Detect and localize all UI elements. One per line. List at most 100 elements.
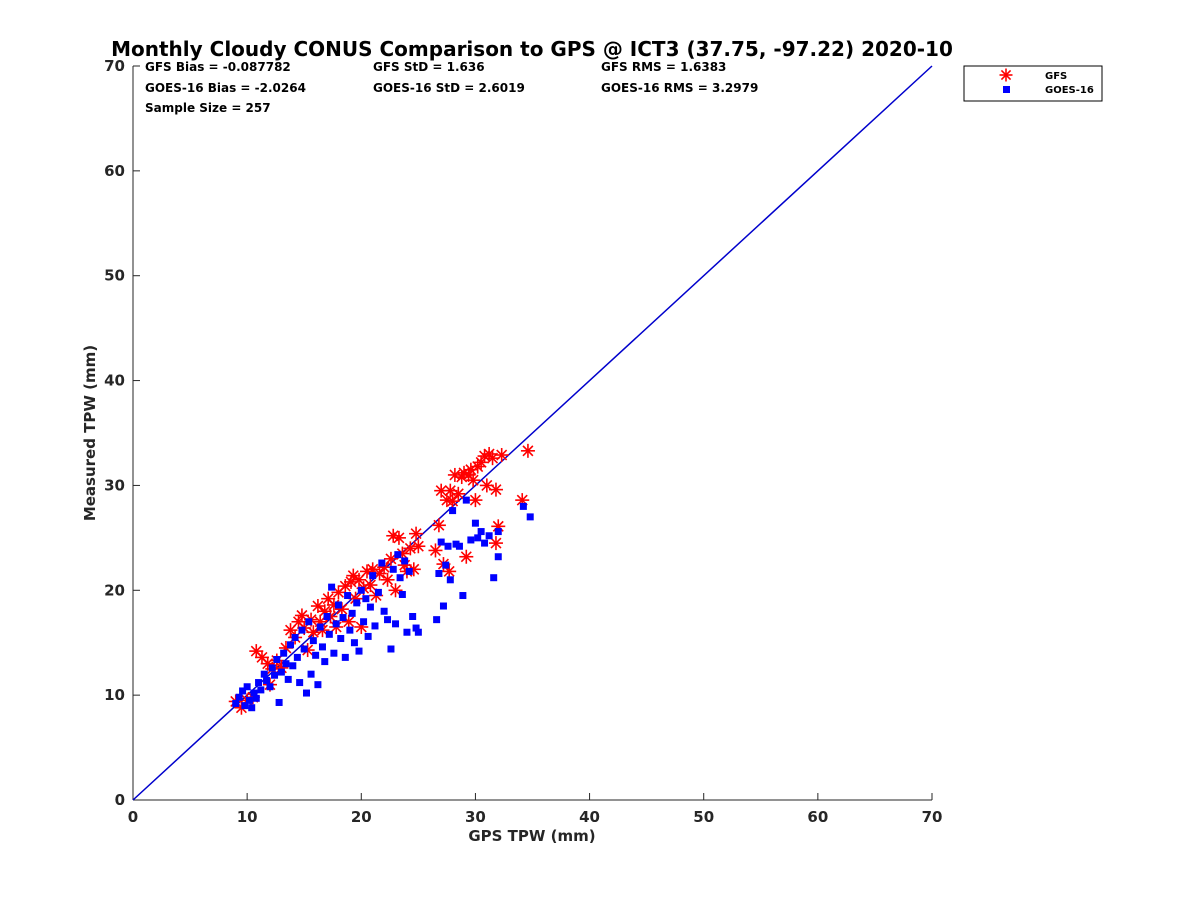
gfs-point xyxy=(459,549,474,564)
legend-gfs-marker xyxy=(999,68,1013,82)
goes-16-point xyxy=(260,670,268,678)
goes-16-point xyxy=(353,599,361,607)
gfs-point xyxy=(466,473,481,488)
goes-16-point xyxy=(405,567,413,575)
axis-ticks: 0 10 20 30 40 50 60 70 0 10 20 30 40 50 60 70 xyxy=(104,57,942,826)
goes-16-point xyxy=(378,559,386,567)
goes-16-point xyxy=(235,693,243,701)
goes-16-point xyxy=(282,660,290,668)
goes-16-point xyxy=(248,704,256,712)
goes-16-point xyxy=(257,686,265,694)
goes-16-point xyxy=(296,679,304,687)
goes-16-point xyxy=(273,655,281,663)
goes-16-point xyxy=(284,675,292,683)
gfs-point xyxy=(409,526,424,541)
goes-16-point xyxy=(526,513,534,521)
goes-16-point xyxy=(412,624,420,632)
goes-16-point xyxy=(389,565,397,573)
stat-sample-size: Sample Size = 257 xyxy=(145,101,271,115)
x-tick-label: 40 xyxy=(579,808,600,826)
goes-16-point xyxy=(332,620,340,628)
goes-16-point xyxy=(364,632,372,640)
goes-16-point xyxy=(307,670,315,678)
goes-16-point xyxy=(346,626,354,634)
gfs-point xyxy=(386,528,401,543)
goes-16-point xyxy=(289,662,297,670)
goes-16-point xyxy=(371,622,379,630)
goes-16-point xyxy=(252,694,260,702)
goes-16-point xyxy=(328,583,336,591)
stat-goes-bias: GOES-16 Bias = -2.0264 xyxy=(145,81,306,95)
goes-16-point xyxy=(263,676,271,684)
chart-title: Monthly Cloudy CONUS Comparison to GPS @… xyxy=(111,37,953,61)
stat-gfs-std: GFS StD = 1.636 xyxy=(373,60,485,74)
goes-16-point xyxy=(369,572,377,580)
legend-gfs-asterisk xyxy=(999,68,1013,82)
goes-16-point xyxy=(485,532,493,540)
goes-16-point xyxy=(481,539,489,547)
gfs-point xyxy=(488,482,503,497)
goes-16-point xyxy=(314,681,322,689)
goes-16-point xyxy=(396,574,404,582)
y-tick-label: 60 xyxy=(104,162,125,180)
goes-16-point xyxy=(350,639,358,647)
goes-16-point xyxy=(446,576,454,584)
goes-16-point xyxy=(243,683,251,691)
legend-goes-marker xyxy=(1003,86,1010,93)
y-tick-label: 50 xyxy=(104,267,125,285)
goes-16-point xyxy=(268,664,276,672)
goes-16-point xyxy=(387,645,395,653)
legend: GFS GOES-16 xyxy=(963,65,1103,102)
goes-16-point xyxy=(439,602,447,610)
goes-16-point xyxy=(462,496,470,504)
goes-16-point xyxy=(444,542,452,550)
x-axis-label: GPS TPW (mm) xyxy=(468,827,595,845)
x-tick-label: 0 xyxy=(128,808,138,826)
gfs-point xyxy=(403,541,418,556)
goes-16-point xyxy=(442,561,450,569)
legend-goes-label: GOES-16 xyxy=(1045,85,1094,96)
goes-16-point xyxy=(403,628,411,636)
goes-16-point xyxy=(321,658,329,666)
goes-16-point xyxy=(374,588,382,596)
goes-16-point xyxy=(494,553,502,561)
goes-16-point xyxy=(401,557,409,565)
goes-16-point xyxy=(339,614,347,622)
gfs-point xyxy=(294,608,309,623)
x-tick-label: 30 xyxy=(465,808,486,826)
y-tick-label: 30 xyxy=(104,476,125,494)
x-tick-label: 20 xyxy=(351,808,372,826)
goes-16-point xyxy=(325,630,333,638)
gfs-point xyxy=(445,494,460,509)
goes-16-point xyxy=(467,536,475,544)
goes-16-point xyxy=(241,702,249,710)
gfs-point xyxy=(520,443,535,458)
gfs-point xyxy=(391,530,406,545)
stat-goes-rms: GOES-16 RMS = 3.2979 xyxy=(601,81,758,95)
statistics-block: GFS Bias = -0.087782 GFS StD = 1.636 GFS… xyxy=(145,60,758,115)
gfs-point xyxy=(411,539,426,554)
x-tick-label: 60 xyxy=(807,808,828,826)
goes-16-point xyxy=(449,507,457,515)
goes-16-point xyxy=(309,637,317,645)
goes-16-point xyxy=(312,651,320,659)
goes-16-point xyxy=(330,649,338,657)
stat-gfs-bias: GFS Bias = -0.087782 xyxy=(145,60,291,74)
goes-16-point xyxy=(471,519,479,527)
goes-16-point xyxy=(232,700,240,708)
goes-16-point xyxy=(280,649,288,657)
goes-16-point xyxy=(414,628,422,636)
goes-16-point xyxy=(341,653,349,661)
goes-16-point xyxy=(409,613,417,620)
stat-gfs-rms: GFS RMS = 1.6383 xyxy=(601,60,726,74)
plot-area xyxy=(132,66,932,801)
goes-16-point xyxy=(245,696,253,704)
goes-16-point xyxy=(271,671,279,679)
goes-16-point xyxy=(291,633,299,641)
gfs-point xyxy=(363,578,378,593)
goes-16-point xyxy=(305,618,313,626)
y-tick-label: 40 xyxy=(104,372,125,390)
goes-16-point xyxy=(394,551,402,559)
x-tick-label: 50 xyxy=(693,808,714,826)
